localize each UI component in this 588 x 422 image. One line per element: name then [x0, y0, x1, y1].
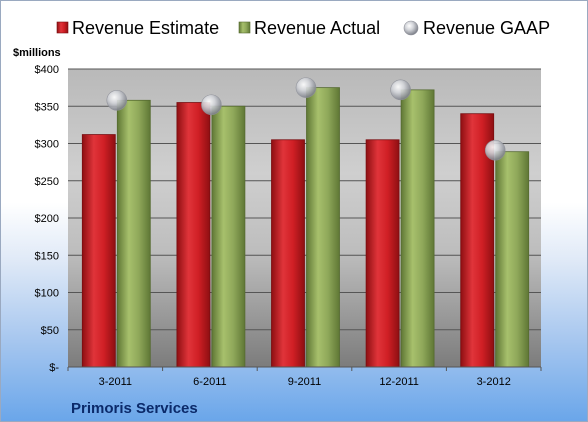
legend-label-actual: Revenue Actual [254, 18, 380, 38]
marker-revenue-gaap [201, 94, 222, 116]
marker-revenue-gaap [484, 139, 506, 161]
marker-revenue-gaap [295, 77, 317, 98]
bars [81, 87, 530, 368]
x-tick-label: 6-2011 [193, 376, 226, 388]
y-axis: $- $50 $100 $150 $200 $250 $300 $350 $400 [35, 64, 60, 374]
bar-revenue-actual [495, 151, 530, 368]
y-tick-label: $300 [35, 139, 59, 151]
marker-revenue-gaap [390, 79, 411, 101]
legend-label-estimate: Revenue Estimate [72, 18, 219, 38]
bar-revenue-estimate [460, 113, 495, 368]
company-name: Primoris Services [71, 400, 198, 417]
bar-revenue-estimate [365, 139, 400, 368]
bar-revenue-estimate [176, 102, 211, 368]
bar-revenue-estimate [81, 134, 116, 368]
gaap-markers [106, 77, 506, 161]
y-tick-label: $- [49, 362, 59, 374]
x-axis: 3-2011 6-2011 9-2011 12-2011 3-2012 [67, 366, 542, 388]
y-tick-label: $200 [35, 213, 59, 225]
x-tick-label: 3-2011 [99, 376, 132, 388]
x-tick-label: 12-2011 [379, 376, 419, 388]
x-tick-label: 3-2012 [477, 376, 511, 388]
legend-item-revenue-estimate: Revenue Estimate [56, 18, 219, 38]
y-tick-label: $150 [35, 250, 59, 262]
legend-item-revenue-gaap: Revenue GAAP [403, 18, 550, 38]
legend-marker-gaap [403, 20, 419, 36]
marker-revenue-gaap [106, 89, 128, 111]
legend: Revenue Estimate Revenue Actual Revenue … [56, 18, 550, 38]
legend-label-gaap: Revenue GAAP [423, 18, 550, 38]
bar-revenue-actual [400, 89, 435, 368]
legend-swatch-actual [238, 21, 251, 34]
y-tick-label: $100 [35, 288, 59, 300]
legend-item-revenue-actual: Revenue Actual [238, 18, 380, 38]
y-tick-label: $250 [35, 176, 59, 188]
bar-revenue-actual [211, 105, 246, 368]
y-tick-label: $350 [35, 101, 59, 113]
legend-swatch-estimate [56, 21, 69, 34]
y-tick-label: $400 [35, 64, 59, 76]
x-tick-label: 9-2011 [288, 376, 321, 388]
y-tick-label: $50 [41, 325, 59, 337]
y-axis-unit-label: $millions [13, 47, 61, 59]
bar-revenue-actual [116, 99, 151, 368]
bar-revenue-estimate [271, 139, 305, 368]
bar-revenue-actual [306, 87, 340, 368]
